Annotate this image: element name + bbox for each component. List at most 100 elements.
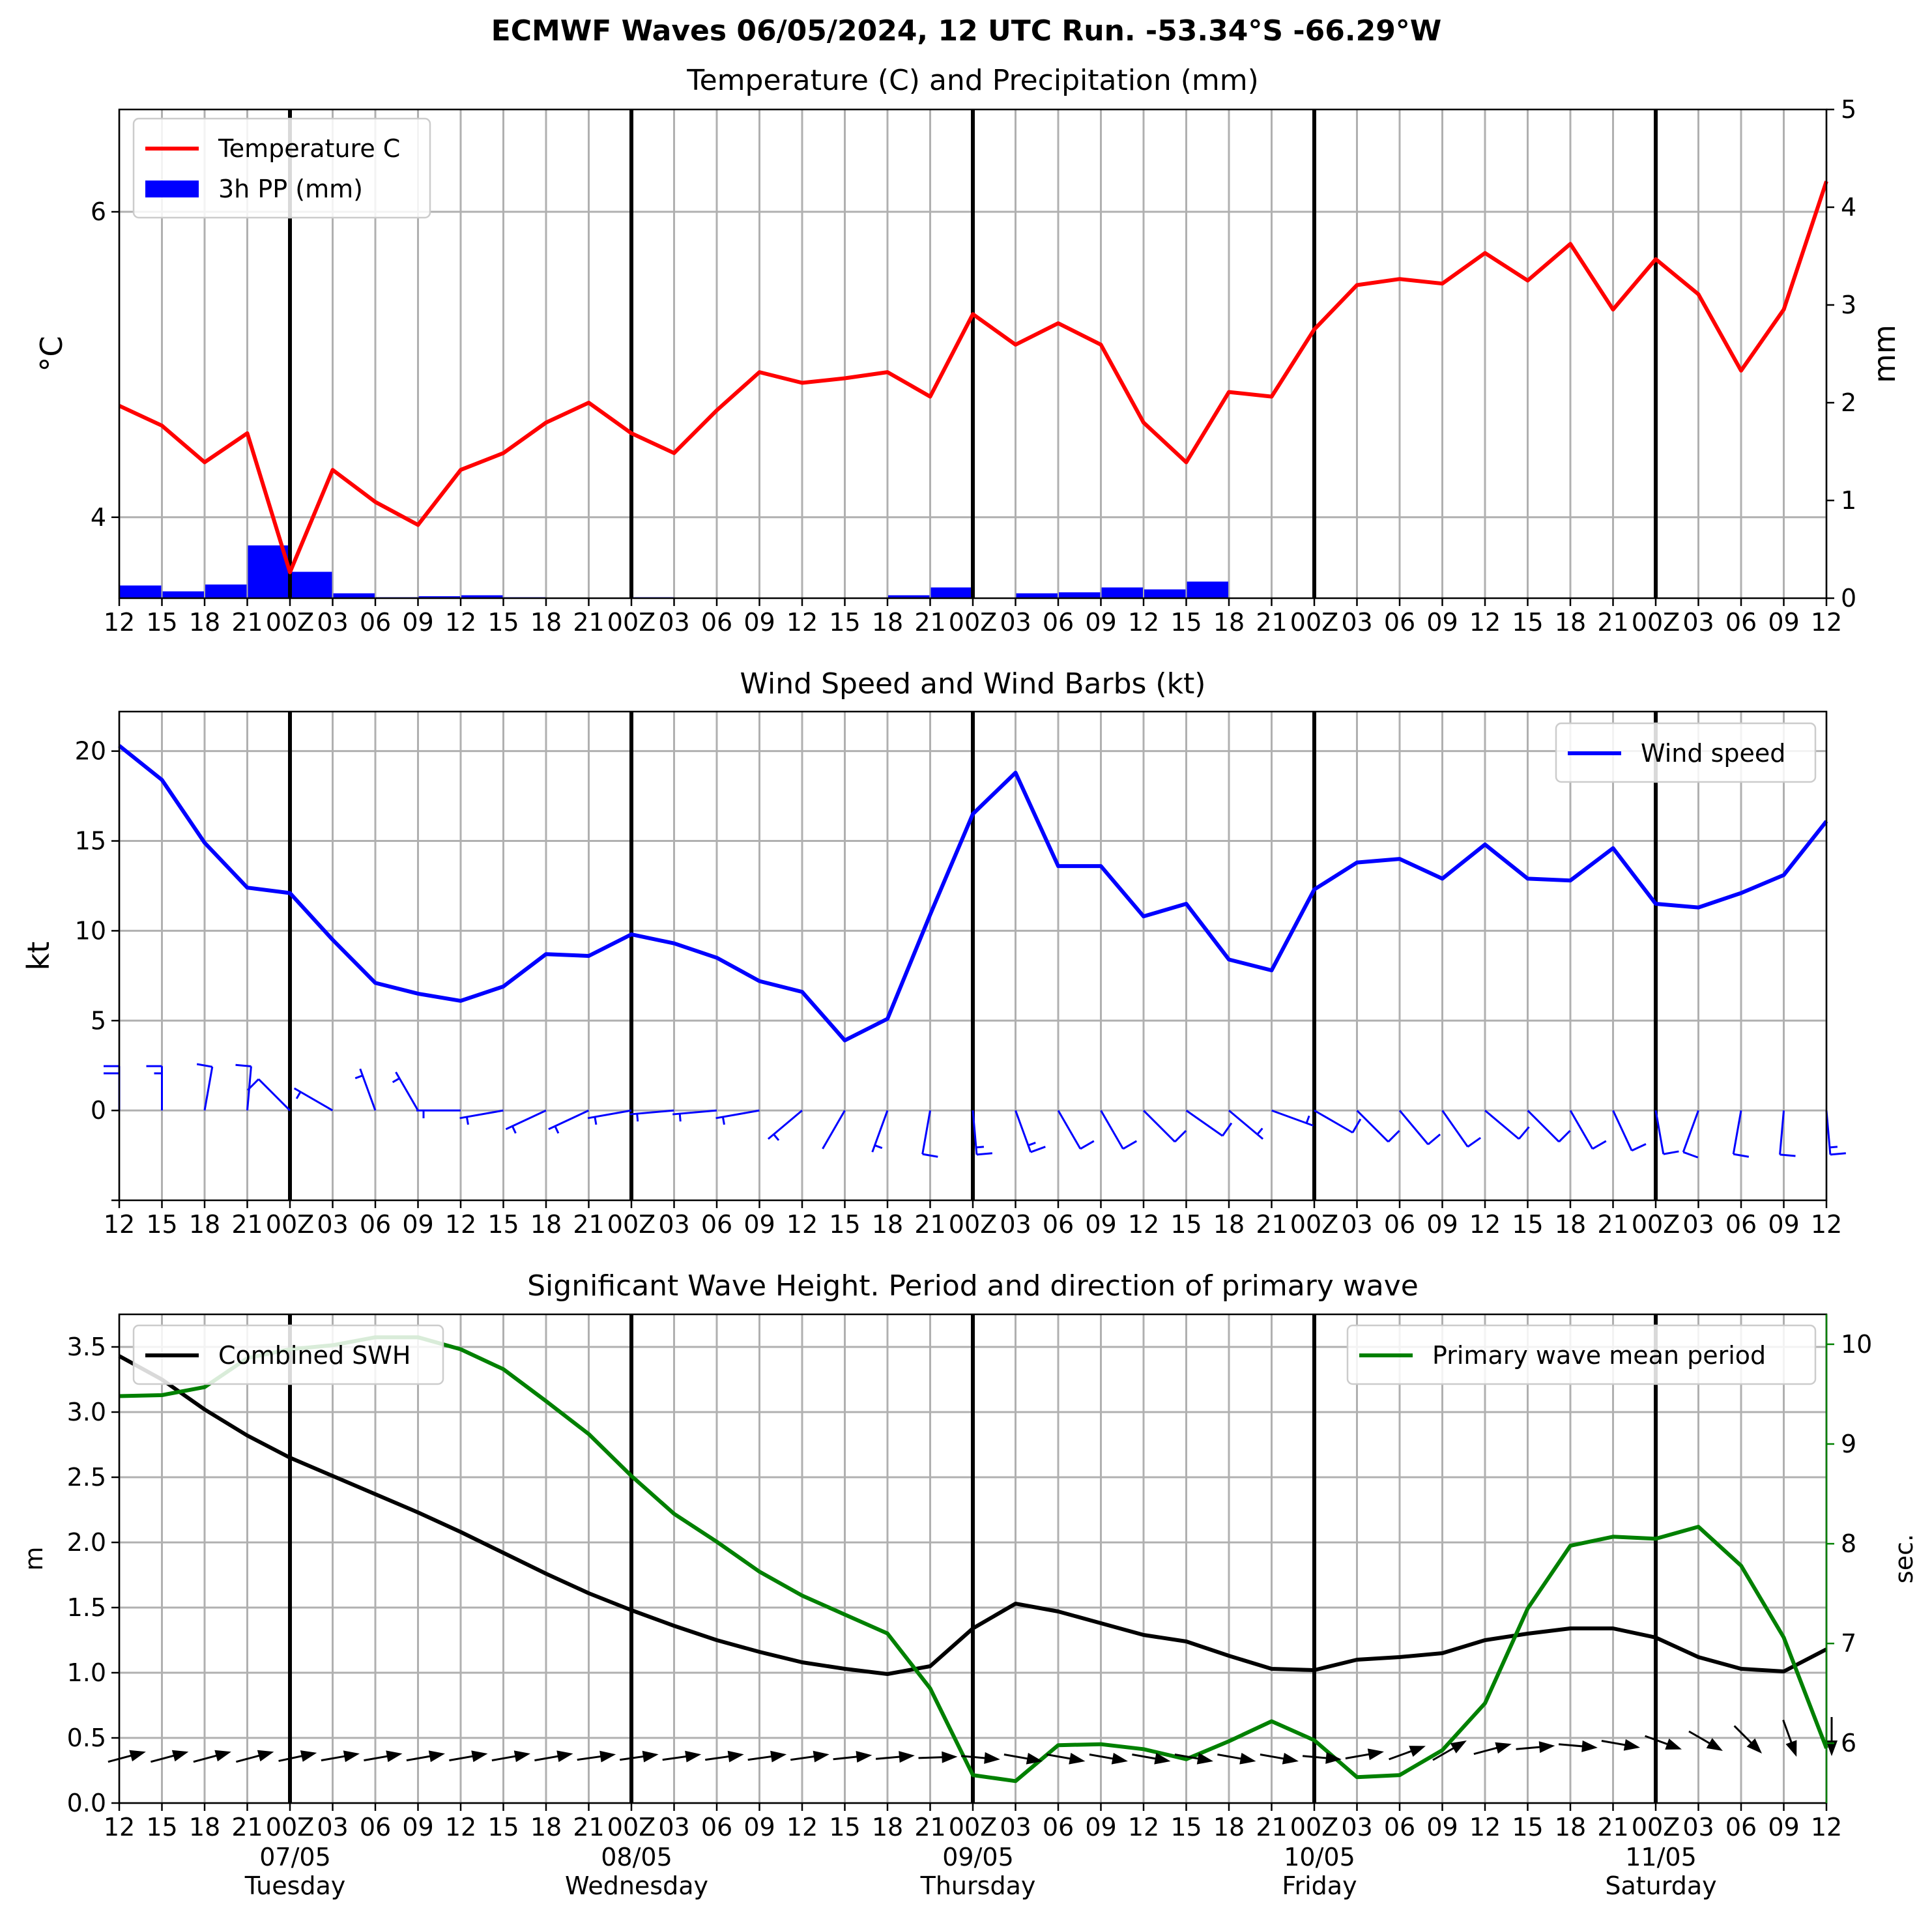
- x-tick-label: 00Z: [1632, 1210, 1680, 1239]
- precip-bar: [1187, 581, 1228, 598]
- x-tick-label: 06: [1043, 608, 1074, 637]
- x-tick-label: 03: [317, 1210, 348, 1239]
- day-name-label: Tuesday: [244, 1871, 346, 1900]
- wave-direction-arrow: [960, 1752, 1000, 1764]
- x-tick-label: 09: [402, 1813, 433, 1842]
- legend-label: Temperature C: [218, 134, 400, 163]
- day-name-label: Saturday: [1605, 1871, 1716, 1900]
- x-tick-label: 06: [701, 1813, 732, 1842]
- x-tick-label: 21: [914, 1210, 945, 1239]
- y2-axis-label: mm: [1867, 325, 1902, 383]
- x-tick-label: 09: [1426, 1210, 1458, 1239]
- x-tick-label: 03: [1682, 1813, 1714, 1842]
- precip-bar: [120, 585, 162, 598]
- y-tick-label: 0.5: [67, 1724, 106, 1752]
- x-tick-label: 06: [360, 1813, 391, 1842]
- x-tick-label: 12: [1469, 1813, 1501, 1842]
- x-tick-label: 15: [1170, 1210, 1202, 1239]
- y-tick-label: 1.5: [67, 1593, 106, 1622]
- x-tick-label: 00Z: [1632, 608, 1680, 637]
- x-tick-label: 06: [701, 1210, 732, 1239]
- legend-label: Wind speed: [1641, 739, 1785, 768]
- x-tick-label: 21: [231, 1813, 263, 1842]
- x-tick-label: 21: [1597, 1210, 1628, 1239]
- x-tick-label: 12: [786, 1813, 818, 1842]
- wind-barb: [1441, 1110, 1482, 1148]
- wave-direction-arrow: [1217, 1752, 1256, 1765]
- x-tick-label: 00Z: [266, 1813, 314, 1842]
- x-tick-label: 09: [402, 608, 433, 637]
- wind-barb: [1569, 1110, 1607, 1150]
- wave-direction-arrow: [1688, 1730, 1723, 1751]
- x-tick-label: 06: [1384, 1813, 1415, 1842]
- x-tick-label: 18: [1555, 608, 1586, 637]
- wind-barb: [505, 1109, 547, 1134]
- wave-direction-arrow: [1260, 1752, 1299, 1765]
- wind-speed-panel: Wind Speed and Wind Barbs (kt) 0 5 10 15 20 12…: [21, 667, 1846, 1239]
- precip-bar: [418, 596, 460, 598]
- x-tick-label: 12: [445, 608, 476, 637]
- x-tick-label: 06: [1384, 1210, 1415, 1239]
- y-tick-label: 20: [75, 737, 106, 766]
- y2-tick-label: 3: [1841, 291, 1856, 319]
- wave-direction-arrow: [449, 1750, 488, 1763]
- legend-box: [1555, 722, 1817, 783]
- x-tick-label: 15: [829, 1210, 860, 1239]
- wave-direction-arrow: [875, 1751, 915, 1763]
- wind-barb: [1682, 1110, 1699, 1159]
- x-tick-label: 03: [1000, 1813, 1031, 1842]
- y2-tick-label: 10: [1841, 1330, 1872, 1359]
- wave-direction-arrow: [534, 1750, 573, 1763]
- y2-tick-label: 1: [1841, 486, 1856, 515]
- y-tick-label: 2.0: [67, 1528, 106, 1557]
- day-name-label: Friday: [1282, 1871, 1357, 1900]
- wind-barb: [416, 1109, 461, 1119]
- wave-direction-arrow: [1473, 1742, 1512, 1755]
- y-tick-label: 6: [91, 197, 106, 226]
- x-tick-label: 03: [317, 1813, 348, 1842]
- precip-bar: [1144, 589, 1186, 598]
- wind-barb: [1142, 1110, 1187, 1143]
- wind-barb: [1732, 1110, 1750, 1158]
- wave-direction-arrow: [491, 1750, 530, 1763]
- x-tick-label: 18: [872, 1210, 903, 1239]
- wave-direction-arrow: [1174, 1752, 1213, 1765]
- y2-tick-label: 2: [1841, 388, 1856, 417]
- wind-barb: [246, 1078, 291, 1112]
- wind-barb: [146, 1065, 163, 1111]
- x-tick-label: 00Z: [1290, 1813, 1338, 1842]
- wave-direction-arrow: [1345, 1748, 1384, 1761]
- x-tick-label: 21: [914, 608, 945, 637]
- wave-direction-arrow: [278, 1750, 317, 1762]
- day-date-label: 11/05: [1625, 1843, 1697, 1871]
- swh-line: [118, 1354, 1828, 1676]
- x-tick-label: 03: [658, 608, 689, 637]
- x-tick-label: 21: [1597, 1813, 1628, 1842]
- x-tick-label: 06: [360, 608, 391, 637]
- x-tick-label: 03: [1000, 1210, 1031, 1239]
- wind-barb: [1527, 1110, 1571, 1143]
- x-tick-label: 09: [1768, 1210, 1799, 1239]
- x-tick-label: 06: [701, 608, 732, 637]
- x-tick-label: 09: [1768, 608, 1799, 637]
- x-tick-label: 00Z: [266, 608, 314, 637]
- wind-barb: [1271, 1109, 1314, 1127]
- y-tick-label: 5: [91, 1006, 106, 1035]
- wave-direction-arrow: [1003, 1752, 1043, 1765]
- legend-box: [132, 1324, 444, 1385]
- wave-height-panel: Significant Wave Height. Period and dire…: [20, 1269, 1918, 1900]
- y-tick-label: 2.5: [67, 1463, 106, 1492]
- wave-direction-arrow: [193, 1750, 231, 1763]
- day-name-label: Thursday: [920, 1871, 1036, 1900]
- x-tick-label: 21: [1256, 1813, 1287, 1842]
- x-tick-label: 21: [1597, 608, 1628, 637]
- precip-bar: [1101, 587, 1143, 598]
- wind-barb: [1779, 1110, 1796, 1157]
- wind-barb: [1612, 1110, 1647, 1152]
- x-tick-label: 03: [1000, 608, 1031, 637]
- y2-tick-label: 0: [1841, 584, 1856, 613]
- x-tick-label: 09: [1768, 1813, 1799, 1842]
- x-tick-label: 15: [487, 1210, 519, 1239]
- x-tick-label: 12: [1469, 1210, 1501, 1239]
- wave-direction-arrow: [1089, 1752, 1128, 1765]
